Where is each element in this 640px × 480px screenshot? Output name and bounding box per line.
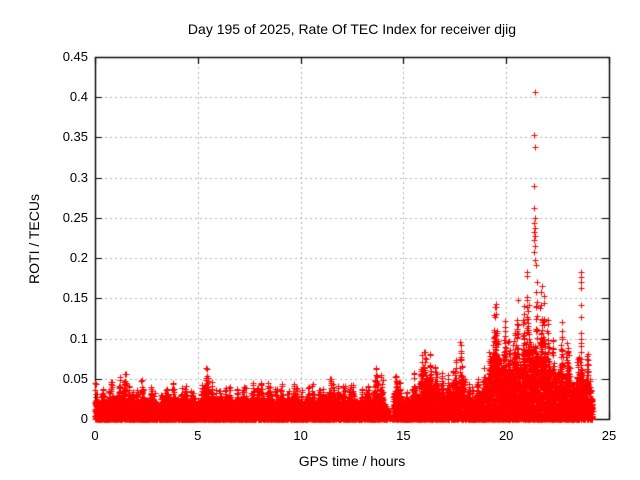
x-tick-label: 20 (498, 428, 514, 443)
y-tick-label: 0.45 (62, 49, 88, 64)
y-tick-label: 0.35 (62, 129, 88, 145)
x-tick-label: 0 (91, 428, 99, 443)
y-tick-label: 0.05 (62, 370, 88, 386)
y-tick-label: 0.15 (62, 290, 88, 306)
y-tick-label: 0 (80, 411, 88, 426)
y-tick-label: 0.25 (62, 209, 88, 225)
y-tick-label: 0.4 (69, 89, 88, 105)
x-tick-label: 10 (293, 428, 308, 443)
x-tick-label: 15 (396, 428, 411, 443)
y-tick-label: 0.2 (69, 250, 88, 266)
chart-title: Day 195 of 2025, Rate Of TEC Index for r… (187, 21, 517, 37)
x-axis-label: GPS time / hours (298, 453, 406, 469)
y-tick-label: 0.1 (69, 330, 88, 346)
y-tick-label: 0.3 (69, 169, 88, 185)
x-tick-label: 5 (194, 428, 202, 443)
x-tick-label: 25 (601, 428, 617, 443)
